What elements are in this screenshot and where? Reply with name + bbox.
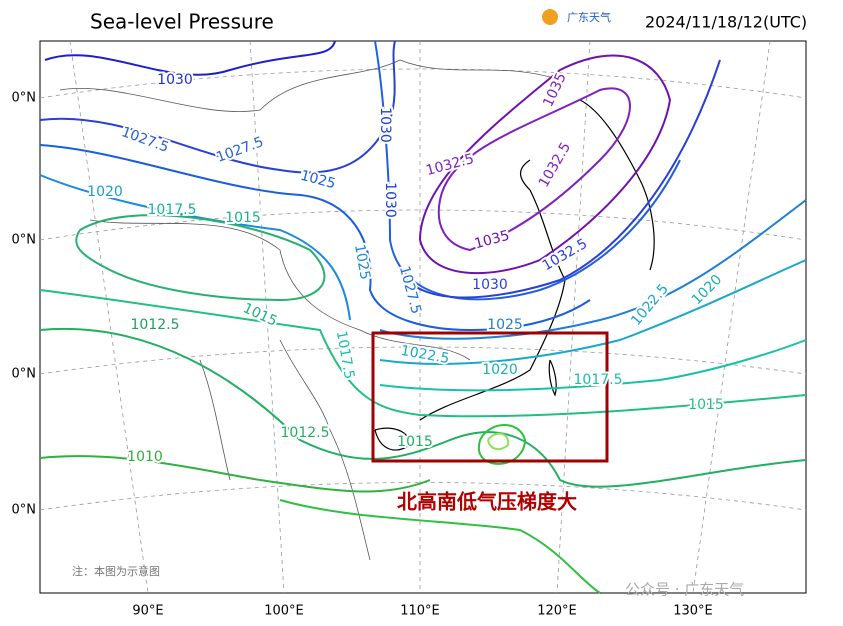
- logo-icon: [542, 9, 558, 25]
- lon-label: 130°E: [673, 604, 713, 619]
- isobar-label: 1015: [225, 210, 261, 226]
- isobar-label: 1017.5: [574, 372, 623, 388]
- lat-label: 0°N: [12, 91, 37, 106]
- lon-label: 100°E: [264, 604, 304, 619]
- isobar-label: 1012.5: [131, 317, 180, 333]
- isobar-label: 1015: [688, 397, 724, 413]
- graticule: [39, 40, 807, 594]
- isobar-label: 1030: [382, 182, 398, 218]
- watermark: 公众号 · 广东天气: [625, 581, 744, 599]
- lat-label: 0°N: [12, 503, 37, 518]
- map-area: [39, 40, 807, 594]
- annotation: 北高南低气压梯度大: [397, 490, 577, 514]
- isobar-label: 1030: [472, 277, 508, 293]
- lon-label: 110°E: [400, 604, 440, 619]
- lat-label: 0°N: [12, 233, 37, 248]
- isobar-label: 1025: [487, 317, 523, 333]
- isobar-label: 1020: [482, 362, 518, 378]
- isobars: [39, 40, 807, 594]
- lon-label: 90°E: [132, 604, 163, 619]
- datetime: 2024/11/18/12(UTC): [645, 13, 807, 32]
- isobar-label: 1010: [127, 449, 163, 465]
- isobar-label: 1017.5: [148, 202, 197, 218]
- isobar-label: 1020: [87, 184, 123, 200]
- title: Sea-level Pressure: [90, 10, 274, 34]
- isobar-label: 1030: [157, 72, 193, 88]
- highlight-box: [371, 331, 609, 463]
- isobar-label: 1015: [397, 434, 433, 450]
- lon-label: 120°E: [537, 604, 577, 619]
- note: 注：本图为示意图: [72, 564, 160, 578]
- logo-text: 广东天气: [567, 10, 611, 24]
- borders: [59, 59, 561, 561]
- isobar-label: 1030: [377, 107, 393, 143]
- lat-label: 0°N: [12, 367, 37, 382]
- isobar-label: 1012.5: [281, 425, 330, 441]
